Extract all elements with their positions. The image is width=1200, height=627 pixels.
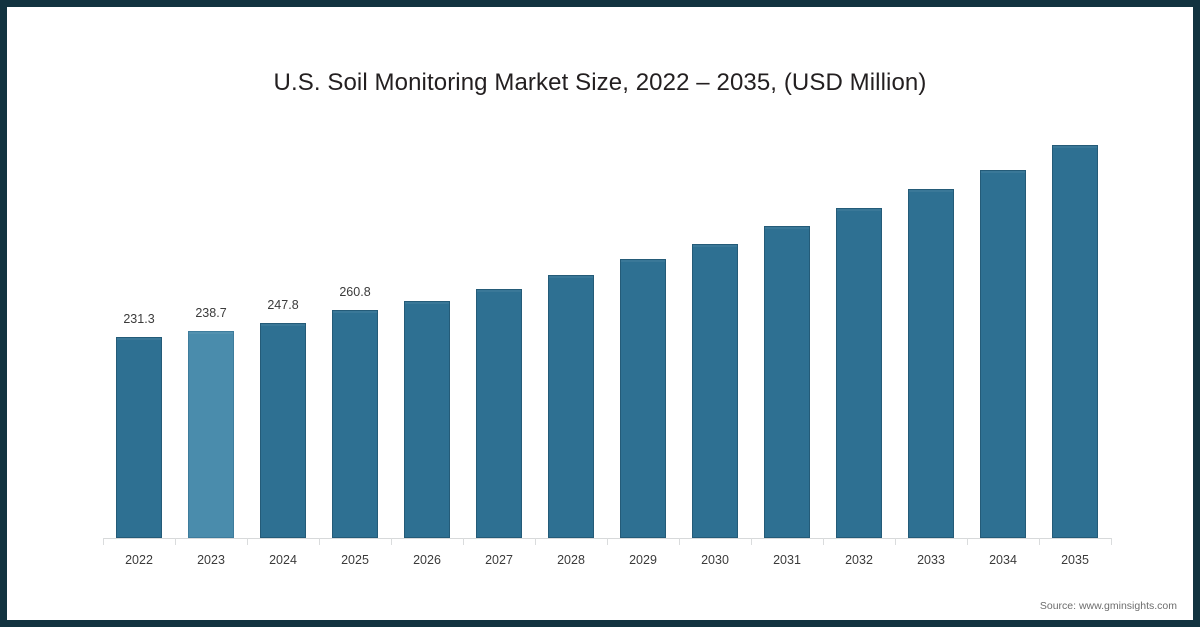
axis-tick (679, 538, 680, 545)
axis-tick (823, 538, 824, 545)
x-axis-label-2026: 2026 (413, 553, 441, 567)
x-axis-labels: 2022 2023 2024 2025 2026 2027 2028 2029 2030 2031… (103, 547, 1111, 573)
x-axis-label-2025: 2025 (341, 553, 369, 567)
bar-2033[interactable] (908, 189, 954, 538)
axis-tick (175, 538, 176, 545)
bar-group (764, 117, 810, 538)
bar-group (908, 117, 954, 538)
bar-value-label-2022: 231.3 (123, 311, 155, 326)
bar-group (980, 117, 1026, 538)
axis-tick (535, 538, 536, 545)
bar-2031[interactable] (764, 226, 810, 538)
bar-2026[interactable] (404, 301, 450, 538)
bars-layer: 231.3 238.7 247.8 260.8 (103, 117, 1111, 538)
bar-2023[interactable] (188, 331, 234, 538)
axis-tick (103, 538, 104, 545)
bar-value-label-2024: 247.8 (267, 297, 299, 312)
x-axis-label-2028: 2028 (557, 553, 585, 567)
axis-tick (391, 538, 392, 545)
axis-tick (895, 538, 896, 545)
x-axis-label-2027: 2027 (485, 553, 513, 567)
x-axis-label-2031: 2031 (773, 553, 801, 567)
x-axis-label-2024: 2024 (269, 553, 297, 567)
bar-group (404, 117, 450, 538)
bar-group: 231.3 (116, 117, 162, 538)
x-axis-label-2030: 2030 (701, 553, 729, 567)
bar-2025[interactable] (332, 310, 378, 538)
plot-area: 231.3 238.7 247.8 260.8 (103, 117, 1111, 538)
x-axis-label-2022: 2022 (125, 553, 153, 567)
x-axis-label-2034: 2034 (989, 553, 1017, 567)
bar-group (692, 117, 738, 538)
bar-2034[interactable] (980, 170, 1026, 538)
axis-tick (967, 538, 968, 545)
bar-value-label-2023: 238.7 (195, 305, 227, 320)
axis-tick (463, 538, 464, 545)
axis-tick (319, 538, 320, 545)
bar-group: 260.8 (332, 117, 378, 538)
chart-canvas: U.S. Soil Monitoring Market Size, 2022 –… (7, 7, 1193, 620)
bar-group (836, 117, 882, 538)
x-axis-ticks (103, 538, 1112, 545)
bar-group (548, 117, 594, 538)
bar-value-label-2025: 260.8 (339, 284, 371, 299)
bar-2029[interactable] (620, 259, 666, 538)
bar-group (620, 117, 666, 538)
bar-group (476, 117, 522, 538)
axis-tick (607, 538, 608, 545)
bar-2030[interactable] (692, 244, 738, 538)
bar-2024[interactable] (260, 323, 306, 538)
x-axis-label-2032: 2032 (845, 553, 873, 567)
bar-2027[interactable] (476, 289, 522, 538)
page-title: U.S. Soil Monitoring Market Size, 2022 –… (273, 69, 927, 96)
bar-2032[interactable] (836, 208, 882, 538)
axis-tick (751, 538, 752, 545)
bar-group: 238.7 (188, 117, 234, 538)
x-axis-label-2023: 2023 (197, 553, 225, 567)
x-axis-label-2029: 2029 (629, 553, 657, 567)
axis-tick (1039, 538, 1040, 545)
bar-2022[interactable] (116, 337, 162, 538)
bar-2035[interactable] (1052, 145, 1098, 538)
source-attribution: Source: www.gminsights.com (1039, 600, 1177, 612)
x-axis-label-2033: 2033 (917, 553, 945, 567)
axis-tick (247, 538, 248, 545)
bar-group (1052, 117, 1098, 538)
bar-2028[interactable] (548, 275, 594, 538)
axis-tick (1111, 538, 1112, 545)
bar-group: 247.8 (260, 117, 306, 538)
x-axis-label-2035: 2035 (1061, 553, 1089, 567)
